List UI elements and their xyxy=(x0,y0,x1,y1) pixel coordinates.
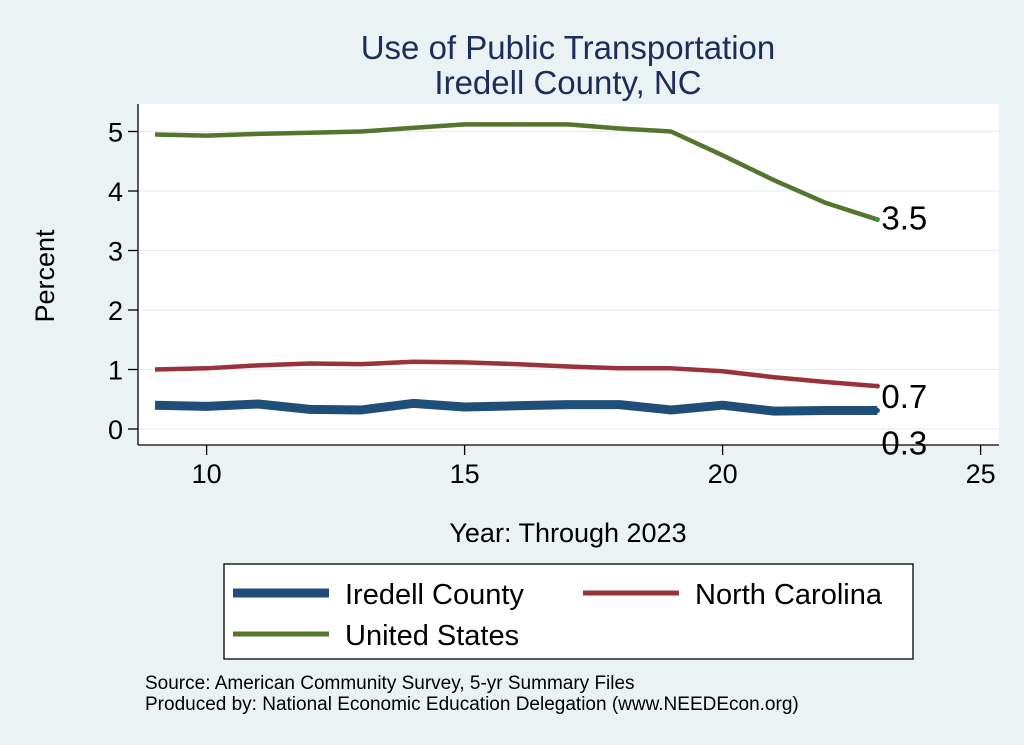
end-point-united-states xyxy=(874,217,880,223)
data-point-united-states xyxy=(772,178,776,182)
data-point-north-carolina xyxy=(205,366,209,370)
data-point-north-carolina xyxy=(359,362,363,366)
data-point-united-states xyxy=(463,122,467,126)
chart-subtitle: Iredell County, NC xyxy=(434,64,701,101)
end-point-north-carolina xyxy=(874,383,880,389)
data-point-united-states xyxy=(359,130,363,134)
data-point-north-carolina xyxy=(308,362,312,366)
data-point-north-carolina xyxy=(411,360,415,364)
data-point-iredell-county xyxy=(721,403,725,407)
data-point-united-states xyxy=(256,132,260,136)
series-line-north-carolina xyxy=(154,359,878,389)
y-axis-title: Percent xyxy=(30,229,60,323)
y-tick-label: 3 xyxy=(108,237,123,267)
chart-title: Use of Public Transportation xyxy=(361,29,776,66)
data-point-north-carolina xyxy=(566,365,570,369)
data-point-iredell-county xyxy=(359,408,363,412)
data-point-north-carolina xyxy=(772,375,776,379)
series-lines xyxy=(153,122,879,416)
x-tick-label: 10 xyxy=(192,459,222,489)
data-point-united-states xyxy=(514,122,518,126)
end-value-labels: 3.5 0.7 0.3 xyxy=(874,200,927,462)
data-point-iredell-county xyxy=(308,407,312,411)
legend-label-north-carolina: North Carolina xyxy=(695,579,883,611)
data-point-iredell-county xyxy=(514,404,518,408)
data-point-united-states xyxy=(824,201,828,205)
y-tick-label: 4 xyxy=(108,177,123,207)
data-point-north-carolina xyxy=(617,366,621,370)
x-tick-label: 25 xyxy=(966,459,996,489)
data-point-united-states xyxy=(721,153,725,157)
data-point-north-carolina xyxy=(256,363,260,367)
data-point-north-carolina xyxy=(153,368,157,372)
data-point-north-carolina xyxy=(463,360,467,364)
x-axis-ticks: 10 15 20 25 xyxy=(192,445,996,489)
end-point-iredell-county xyxy=(874,408,880,414)
legend-box xyxy=(223,563,914,660)
data-point-north-carolina xyxy=(721,369,725,373)
y-axis-ticks: 0 1 2 3 4 5 xyxy=(108,118,138,445)
data-point-iredell-county xyxy=(411,401,415,405)
data-point-iredell-county xyxy=(463,405,467,409)
end-label-north-carolina: 0.7 xyxy=(881,378,927,415)
x-axis-title: Year: Through 2023 xyxy=(449,518,686,548)
data-point-united-states xyxy=(669,130,673,134)
data-point-iredell-county xyxy=(153,403,157,407)
legend: Iredell County North Carolina United State… xyxy=(233,579,883,652)
y-tick-label: 1 xyxy=(108,356,123,386)
data-point-north-carolina xyxy=(669,366,673,370)
end-label-united-states: 3.5 xyxy=(881,200,927,237)
data-point-iredell-county xyxy=(669,408,673,412)
series-line-iredell-county xyxy=(154,398,878,416)
data-point-iredell-county xyxy=(824,409,828,413)
data-point-north-carolina xyxy=(514,362,518,366)
x-tick-label: 20 xyxy=(708,459,738,489)
data-point-united-states xyxy=(308,131,312,135)
series-line-united-states xyxy=(154,122,879,222)
plot-area xyxy=(138,104,999,445)
data-point-iredell-county xyxy=(256,402,260,406)
data-point-iredell-county xyxy=(566,403,570,407)
data-point-united-states xyxy=(411,126,415,130)
source-note: Source: American Community Survey, 5-yr … xyxy=(145,673,635,694)
data-point-iredell-county xyxy=(205,404,209,408)
y-tick-label: 2 xyxy=(108,296,123,326)
legend-label-united-states: United States xyxy=(345,620,519,652)
producer-note: Produced by: National Economic Education… xyxy=(145,694,799,715)
data-point-iredell-county xyxy=(772,409,776,413)
legend-label-iredell-county: Iredell County xyxy=(345,579,524,611)
data-point-iredell-county xyxy=(617,403,621,407)
y-tick-label: 5 xyxy=(108,118,123,148)
data-point-united-states xyxy=(153,132,157,136)
end-label-iredell-county: 0.3 xyxy=(881,425,927,462)
data-point-north-carolina xyxy=(824,380,828,384)
data-point-united-states xyxy=(566,122,570,126)
y-tick-label: 0 xyxy=(108,415,123,445)
x-tick-label: 15 xyxy=(450,459,480,489)
data-point-united-states xyxy=(205,134,209,138)
data-point-united-states xyxy=(617,127,621,131)
